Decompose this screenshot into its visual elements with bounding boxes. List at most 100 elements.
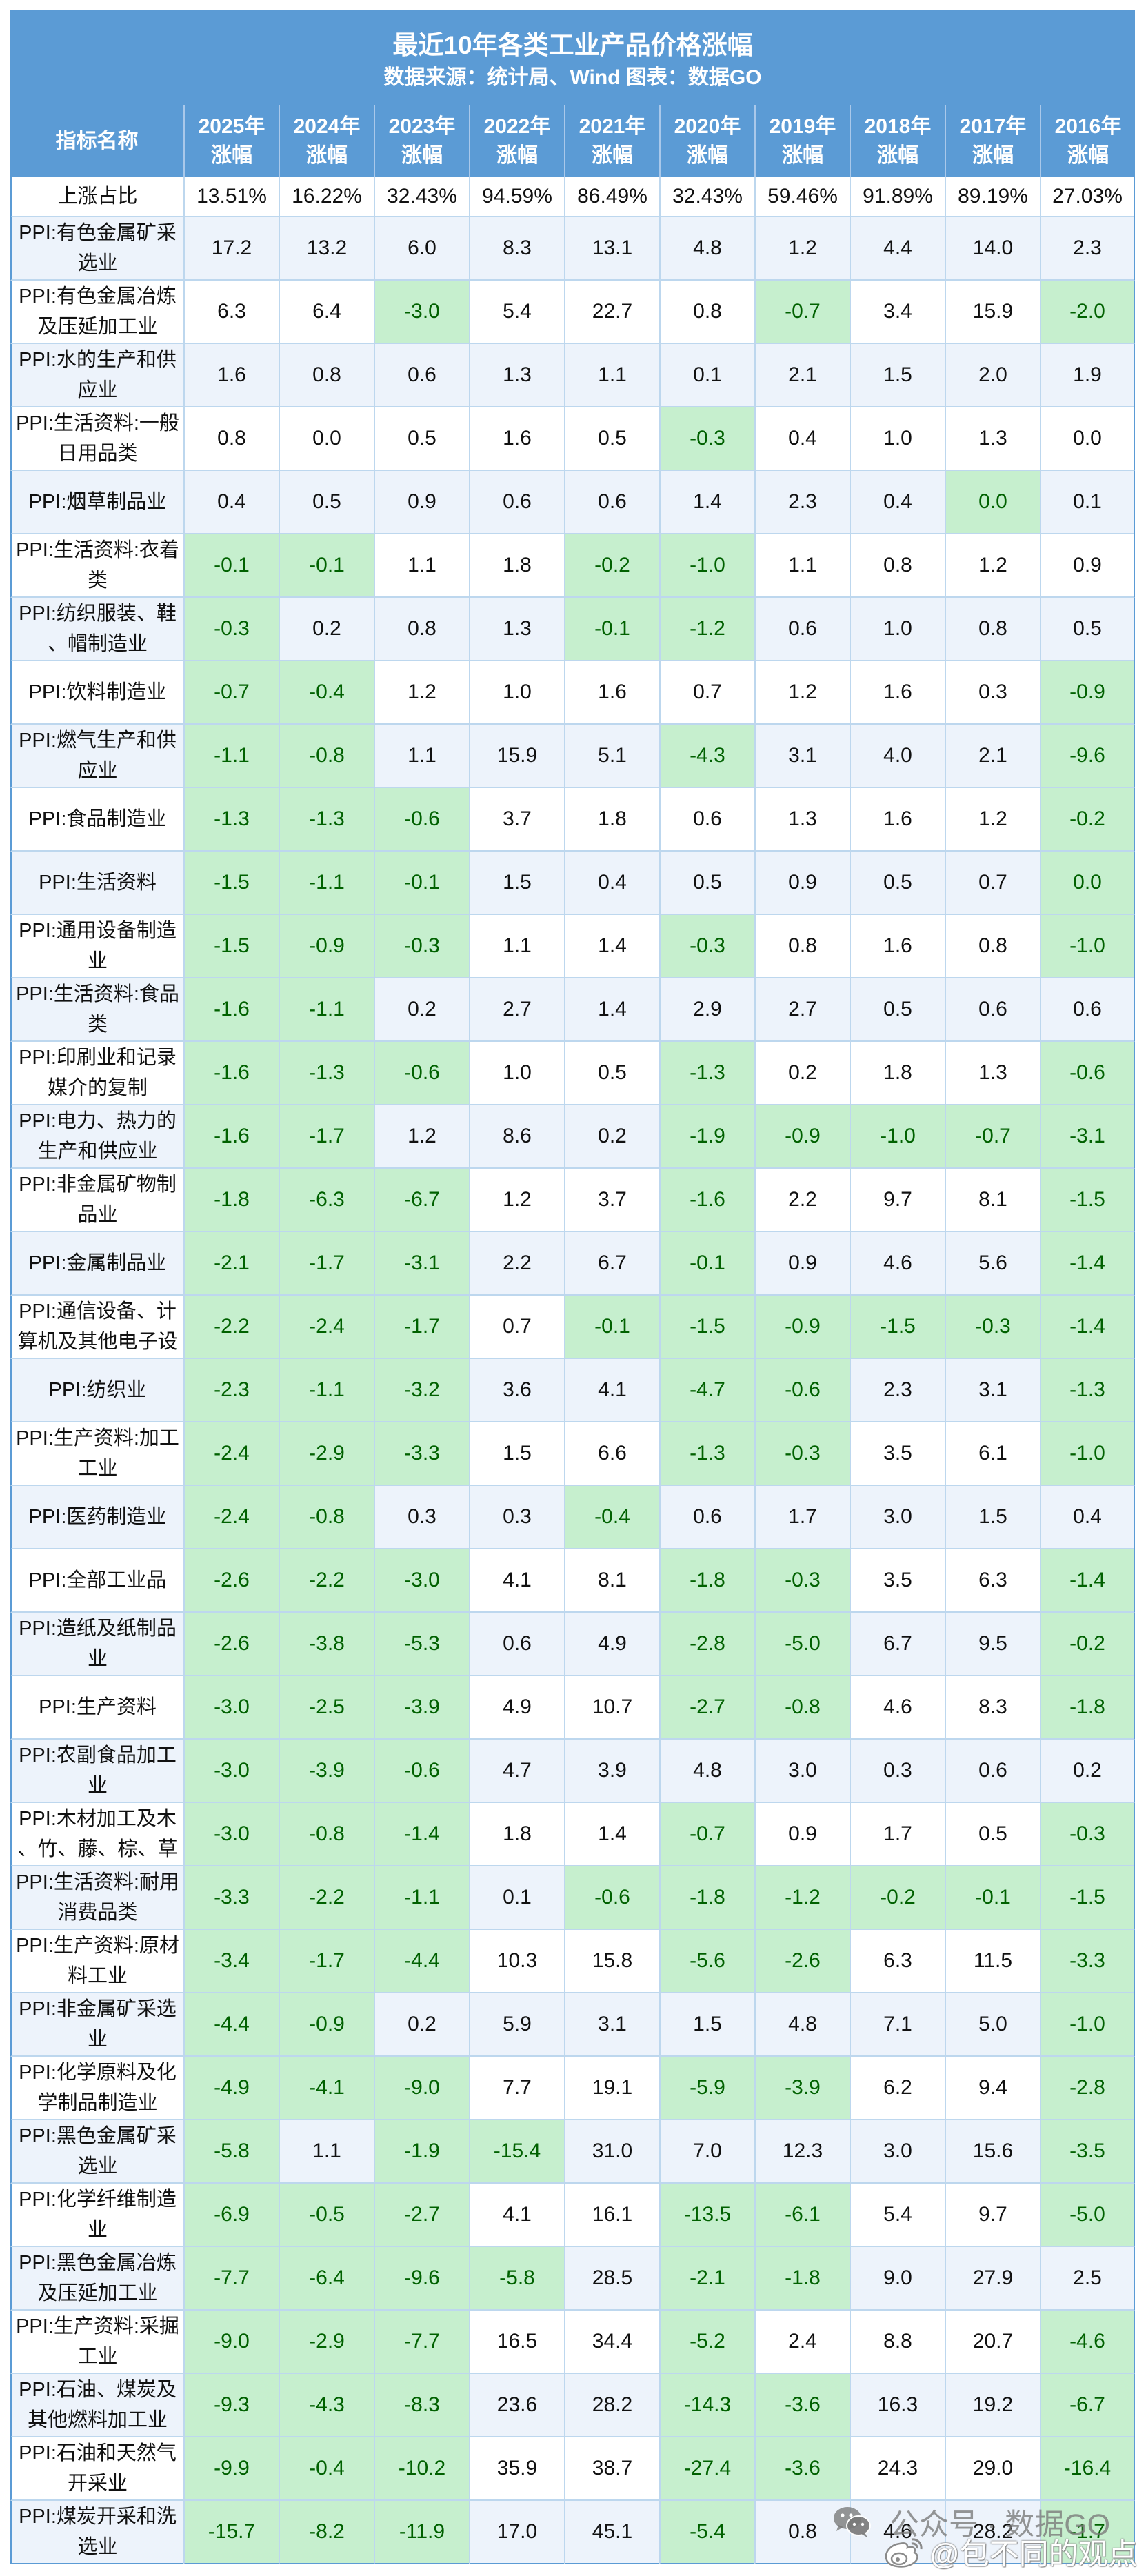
chart-subtitle: 数据来源：统计局、Wind 图表：数据GO: [383, 66, 762, 89]
table-cell: 0.6: [374, 344, 469, 407]
table-row: PPI:木材加工及木 、竹、藤、棕、草 -3.0 -0.8 -1.4 1.8 1.4 -0.…: [10, 1803, 1135, 1866]
table-row: PPI:通用设备制造 业 -1.5 -0.9 -0.3 1.1 1.4 -0.3 0.8 1.6…: [10, 915, 1135, 978]
table-cell: 22.7: [564, 281, 659, 344]
table-body: PPI:有色金属矿采 选业 17.2 13.2 6.0 8.3 13.1 4.8 1.2 4.4…: [10, 217, 1135, 2564]
chart-title: 最近10年各类工业产品价格涨幅: [392, 31, 753, 59]
table-cell: -1.8: [1040, 1676, 1135, 1740]
table-cell: 1.0: [469, 661, 564, 725]
table-cell: 1.1: [374, 534, 469, 598]
table-cell: 2.7: [469, 978, 564, 1042]
row-label: PPI:食品制造业: [10, 788, 183, 852]
table-cell: 0.5: [945, 1803, 1040, 1866]
table-cell: 3.5: [850, 1549, 945, 1613]
table-cell: -3.4: [183, 1930, 279, 1993]
table-cell: 1.1: [374, 725, 469, 788]
table-cell: -0.7: [659, 1803, 754, 1866]
table-cell: 1.5: [850, 344, 945, 407]
row-label: PPI:生产资料: [10, 1676, 183, 1740]
table-cell: 0.2: [564, 1105, 659, 1169]
table-cell: 13.51%: [183, 177, 279, 217]
table-cell: -0.6: [754, 1359, 850, 1422]
table-cell: 1.3: [469, 598, 564, 661]
column-header-metric: 涨幅: [306, 143, 348, 167]
table-cell: 1.2: [754, 661, 850, 725]
table-cell: 3.9: [564, 1740, 659, 1803]
table-cell: -5.6: [659, 1930, 754, 1993]
table-cell: 1.4: [564, 978, 659, 1042]
table-cell: -5.0: [1040, 2184, 1135, 2247]
table-cell: -1.4: [1040, 1296, 1135, 1359]
table-cell: 0.4: [1040, 1486, 1135, 1549]
table-cell: -1.1: [374, 1866, 469, 1930]
table-cell: 32.43%: [659, 177, 754, 217]
table-cell: -0.1: [564, 598, 659, 661]
table-cell: -2.2: [279, 1866, 374, 1930]
table-cell: -4.3: [659, 725, 754, 788]
table-cell: -0.2: [1040, 1613, 1135, 1676]
table-cell: -15.4: [469, 2120, 564, 2184]
table-cell: 0.7: [945, 852, 1040, 915]
table-cell: -3.0: [183, 1676, 279, 1740]
row-label: PPI:纺织业: [10, 1359, 183, 1422]
column-header-metric: 涨幅: [1067, 143, 1109, 167]
table-cell: 35.9: [469, 2437, 564, 2501]
table-cell: 4.6: [850, 2501, 945, 2564]
table-cell: 1.6: [564, 661, 659, 725]
table-cell: 0.9: [754, 1803, 850, 1866]
table-cell: 1.2: [469, 1169, 564, 1232]
table-cell: 1.1: [564, 344, 659, 407]
summary-row-rising-share: 上涨占比 13.51% 16.22% 32.43% 94.59% 86.49% 32.43…: [10, 177, 1135, 217]
column-header-2025: 2025年 涨幅: [183, 105, 279, 177]
table-cell: -1.6: [183, 1042, 279, 1105]
table-cell: -1.1: [279, 1359, 374, 1422]
table-cell: 9.7: [945, 2184, 1040, 2247]
row-label: PPI:生活资料:衣着 类: [10, 534, 183, 598]
column-header-2018: 2018年 涨幅: [850, 105, 945, 177]
table-cell: 24.3: [850, 2437, 945, 2501]
row-label: PPI:纺织服装、鞋 、帽制造业: [10, 598, 183, 661]
table-cell: -0.2: [1040, 788, 1135, 852]
row-label: PPI:电力、热力的 生产和供应业: [10, 1105, 183, 1169]
table-cell: 2.3: [850, 1359, 945, 1422]
column-header-year: 2021年: [579, 114, 646, 138]
table-cell: -0.8: [279, 1486, 374, 1549]
row-label: PPI:生活资料:食品 类: [10, 978, 183, 1042]
table-cell: 94.59%: [469, 177, 564, 217]
table-cell: -5.8: [183, 2120, 279, 2184]
table-cell: 17.2: [183, 217, 279, 281]
table-cell: 9.7: [850, 1169, 945, 1232]
table-cell: 0.8: [754, 915, 850, 978]
table-cell: -6.9: [183, 2184, 279, 2247]
table-cell: 8.1: [945, 1169, 1040, 1232]
table-cell: 17.0: [469, 2501, 564, 2564]
table-cell: -1.9: [374, 2120, 469, 2184]
column-header-2022: 2022年 涨幅: [469, 105, 564, 177]
row-label: PPI:煤炭开采和洗 选业: [10, 2501, 183, 2564]
table-row: PPI:纺织服装、鞋 、帽制造业 -0.3 0.2 0.8 1.3 -0.1 -1.2 0.6…: [10, 598, 1135, 661]
table-row: PPI:生活资料 -1.5 -1.1 -0.1 1.5 0.4 0.5 0.9 0.5 0.7 0.…: [10, 852, 1135, 915]
table-cell: -0.6: [374, 1042, 469, 1105]
table-cell: 91.89%: [850, 177, 945, 217]
table-cell: 0.1: [659, 344, 754, 407]
table-cell: -0.3: [659, 407, 754, 471]
row-label: PPI:通用设备制造 业: [10, 915, 183, 978]
column-header-2021: 2021年 涨幅: [564, 105, 659, 177]
table-cell: 28.2: [564, 2374, 659, 2437]
table-cell: -0.6: [564, 1866, 659, 1930]
table-cell: 0.3: [469, 1486, 564, 1549]
table-cell: 0.9: [374, 471, 469, 534]
table-cell: 0.0: [279, 407, 374, 471]
table-cell: 0.5: [850, 852, 945, 915]
table-cell: 0.5: [564, 1042, 659, 1105]
table-cell: 3.0: [850, 1486, 945, 1549]
table-cell: 59.46%: [754, 177, 850, 217]
table-cell: 4.1: [469, 1549, 564, 1613]
table-cell: 7.7: [469, 2057, 564, 2120]
table-cell: -0.9: [279, 1993, 374, 2057]
table-cell: -6.7: [1040, 2374, 1135, 2437]
row-label: PPI:印刷业和记录 媒介的复制: [10, 1042, 183, 1105]
table-cell: 6.1: [945, 1422, 1040, 1486]
table-cell: 16.1: [564, 2184, 659, 2247]
table-row: PPI:食品制造业 -1.3 -1.3 -0.6 3.7 1.8 0.6 1.3 1.6 1.2-…: [10, 788, 1135, 852]
row-label: PPI:生产资料:原材 料工业: [10, 1930, 183, 1993]
